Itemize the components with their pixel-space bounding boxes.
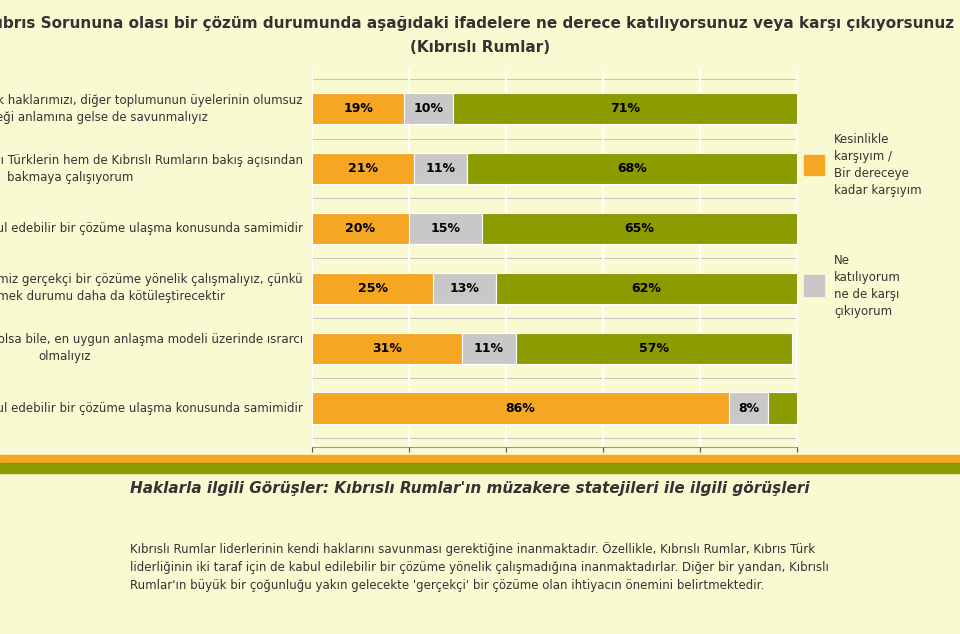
Text: 57%: 57% (638, 342, 669, 354)
Bar (312, 153, 414, 184)
Text: 65%: 65% (624, 222, 654, 235)
Bar (404, 93, 452, 124)
Bar (452, 93, 797, 124)
Text: Ne
katılıyorum
ne de karşı
çıkıyorum: Ne katılıyorum ne de karşı çıkıyorum (834, 254, 901, 318)
Bar (482, 213, 797, 244)
Bar (804, 155, 824, 176)
Text: Haklarla ilgili Görüşler: Kıbrıslı Rumlar'ın müzakere statejileri ile ilgili gör: Haklarla ilgili Görüşler: Kıbrıslı Rumla… (130, 481, 809, 496)
Text: 20%: 20% (346, 222, 375, 235)
Text: Kıbrıslı Türk  lideri karşılıklı kabul edebilir bir çözüme ulaşma konusunda sami: Kıbrıslı Türk lideri karşılıklı kabul ed… (0, 401, 303, 415)
Text: Kıbrıs Sorununa hem Kıbrıslı Türklerin hem de Kıbrıslı Rumların bakış açısından
: Kıbrıs Sorununa hem Kıbrıslı Türklerin h… (0, 153, 303, 183)
Text: 13%: 13% (450, 281, 480, 295)
Bar (729, 392, 768, 424)
Text: 62%: 62% (632, 281, 661, 295)
Text: 11%: 11% (425, 162, 455, 175)
Bar (468, 153, 797, 184)
Bar (414, 153, 468, 184)
Bar (312, 273, 433, 304)
Bar (516, 333, 792, 364)
Text: Erken zamanda ulaşabileceğimiz gerçekçi bir çözüme yönelik çalışmalıyız, çünkü
ç: Erken zamanda ulaşabileceğimiz gerçekçi … (0, 273, 303, 303)
Bar (804, 275, 824, 296)
Text: Toplum liderimiz karşılıklı kabul edebilir bir çözüme ulaşma konusunda samimidir: Toplum liderimiz karşılıklı kabul edebil… (0, 222, 303, 235)
Bar (409, 213, 482, 244)
Bar (312, 333, 463, 364)
Text: Kıbrıslı Rumlar liderlerinin kendi haklarını savunması gerektiğine inanmaktadır.: Kıbrıslı Rumlar liderlerinin kendi hakla… (130, 542, 828, 592)
Text: 8%: 8% (737, 401, 759, 415)
Text: 19%: 19% (343, 102, 373, 115)
Bar (0, 463, 960, 473)
Text: Kıbrıs Rum toplumu olarak haklarımızı, diğer toplumunun üyelerinin olumsuz
etkil: Kıbrıs Rum toplumu olarak haklarımızı, d… (0, 94, 303, 124)
Text: 31%: 31% (372, 342, 402, 354)
Bar (433, 273, 496, 304)
Text: (Kıbrıslı Rumlar): (Kıbrıslı Rumlar) (410, 40, 550, 55)
Text: Kesinlikle
karşıyım /
Bir dereceye
kadar karşıyım: Kesinlikle karşıyım / Bir dereceye kadar… (834, 133, 922, 197)
Text: 68%: 68% (617, 162, 647, 175)
Bar (312, 392, 729, 424)
Bar (0, 455, 960, 463)
Text: 21%: 21% (348, 162, 378, 175)
Bar (312, 93, 404, 124)
Text: Ulaşılması uzun yıllar alacak olsa bile, en uygun anlaşma modeli üzerinde ısrarc: Ulaşılması uzun yıllar alacak olsa bile,… (0, 333, 303, 363)
Bar (463, 333, 516, 364)
Text: 15%: 15% (430, 222, 461, 235)
Text: 25%: 25% (357, 281, 388, 295)
Bar (496, 273, 797, 304)
Bar (768, 392, 797, 424)
Text: Kıbrıs Sorununa olası bir çözüm durumunda aşağıdaki ifadelere ne derece katılıyo: Kıbrıs Sorununa olası bir çözüm durumund… (0, 16, 960, 31)
Text: 71%: 71% (610, 102, 639, 115)
Text: 86%: 86% (506, 401, 536, 415)
Bar (312, 213, 409, 244)
Text: 11%: 11% (474, 342, 504, 354)
Text: 10%: 10% (414, 102, 444, 115)
